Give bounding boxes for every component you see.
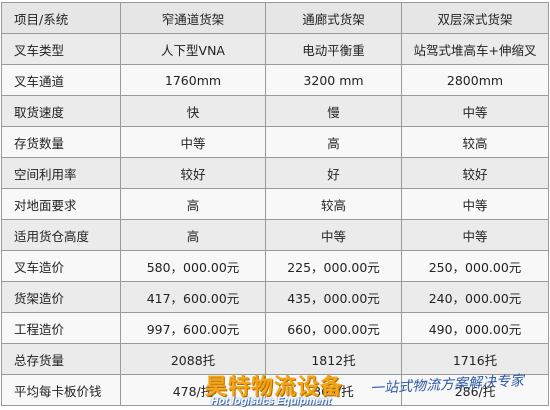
row-label-cell: 取货速度	[1, 95, 121, 127]
row-label-cell: 平均每卡板价钱	[1, 374, 121, 406]
value-cell: 225，000.00元	[265, 250, 402, 282]
value-cell: 中等	[401, 95, 549, 127]
table-row: 存货数量 中等高较高	[1, 126, 549, 158]
header-cell: 窄通道货架	[120, 2, 266, 34]
value-cell: 高	[120, 188, 266, 220]
value-cell: 中等	[120, 126, 266, 158]
value-cell: 中等	[265, 219, 402, 251]
table-row: 空间利用率 较好好较好	[1, 157, 549, 189]
value-cell: 慢	[265, 95, 402, 127]
value-cell: 人下型VNA	[120, 33, 266, 65]
row-label-cell: 适用货仓高度	[1, 219, 121, 251]
value-cell: 电动平衡重	[265, 33, 402, 65]
table-row: 叉车通道 1760mm 3200 mm 2800mm	[1, 64, 549, 96]
row-label-cell: 叉车类型	[1, 33, 121, 65]
row-label-cell: 对地面要求	[1, 188, 121, 220]
table-row: 平均每卡板价钱 478/托 364/托 286/托	[1, 374, 549, 406]
row-label-cell: 货架造价	[1, 281, 121, 313]
table-row: 取货速度快慢中等	[1, 95, 549, 127]
row-label-cell: 总存货量	[1, 343, 121, 375]
value-cell: 1760mm	[120, 64, 266, 96]
value-cell: 478/托	[120, 374, 266, 406]
brand-name-cn: 昊特物流设备	[205, 374, 344, 400]
value-cell: 435，000.00元	[265, 281, 402, 313]
brand-logo: 昊特物流设备 Hot logistics Equipment	[205, 369, 385, 409]
value-cell: 417，600.00元	[120, 281, 266, 313]
row-label-cell: 叉车造价	[1, 250, 121, 282]
table-row: 适用货仓高度高中等 中等	[1, 219, 549, 251]
brand-name-en: Hot logistics Equipment	[211, 395, 332, 407]
value-cell: 2800mm	[401, 64, 549, 96]
row-label-cell: 空间利用率	[1, 157, 121, 189]
header-cell: 双层深式货架	[401, 2, 549, 34]
header-row: 项目/系统 窄通道货架 通廊式货架 双层深式货架	[1, 2, 549, 34]
value-cell: 较好	[401, 157, 549, 189]
value-cell: 3200 mm	[265, 64, 402, 96]
header-cell: 项目/系统	[1, 2, 121, 34]
value-cell: 站驾式堆高车+伸缩叉	[401, 33, 549, 65]
row-label-cell: 存货数量	[1, 126, 121, 158]
header-cell: 通廊式货架	[265, 2, 402, 34]
row-label-cell: 工程造价	[1, 312, 121, 344]
table-row: 工程造价 997，600.00元 660，000.00元 490，000.00元	[1, 312, 549, 344]
table-row: 叉车造价 580，000.00元 225，000.00元 250，000.00元	[1, 250, 549, 282]
value-cell: 快	[120, 95, 266, 127]
value-cell: 364/托	[265, 374, 402, 406]
value-cell: 580，000.00元	[120, 250, 266, 282]
value-cell: 中等	[401, 219, 549, 251]
table-row: 货架造价 417，600.00元 435，000.00元 240，000.00元	[1, 281, 549, 313]
value-cell: 660，000.00元	[265, 312, 402, 344]
value-cell: 490，000.00元	[401, 312, 549, 344]
value-cell: 240，000.00元	[401, 281, 549, 313]
table-row: 总存货量 2088托 1812托 1716托	[1, 343, 549, 375]
table-row: 叉车类型 人下型VNA 电动平衡重 站驾式堆高车+伸缩叉	[1, 33, 549, 65]
value-cell: 997，600.00元	[120, 312, 266, 344]
value-cell: 中等	[401, 188, 549, 220]
row-label-cell: 叉车通道	[1, 64, 121, 96]
value-cell: 较高	[265, 188, 402, 220]
value-cell: 较高	[401, 126, 549, 158]
value-cell: 1716托	[401, 343, 549, 375]
value-cell: 286/托	[401, 374, 549, 406]
value-cell: 250，000.00元	[401, 250, 549, 282]
value-cell: 较好	[120, 157, 266, 189]
value-cell: 高	[265, 126, 402, 158]
value-cell: 好	[265, 157, 402, 189]
table-row: 对地面要求高较高 中等	[1, 188, 549, 220]
value-cell: 高	[120, 219, 266, 251]
